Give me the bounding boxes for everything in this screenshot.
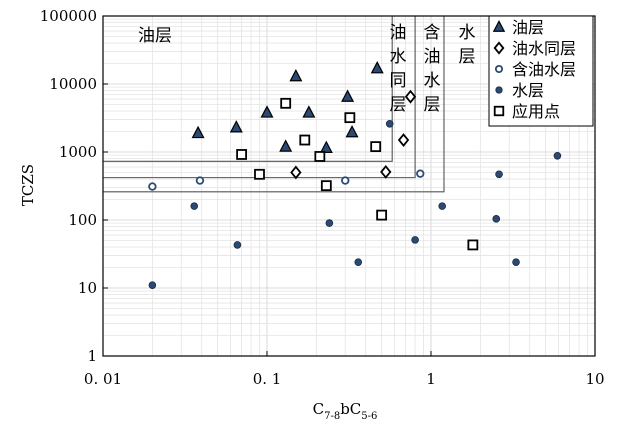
point-triangle-9 bbox=[370, 61, 384, 74]
point-dot-7 bbox=[438, 202, 446, 210]
point-ring-2 bbox=[341, 176, 350, 185]
point-dot-5 bbox=[385, 119, 394, 128]
legend-marker-square bbox=[493, 105, 505, 117]
x-tick-label: 0. 1 bbox=[253, 370, 282, 388]
point-triangle-2 bbox=[260, 105, 274, 118]
point-triangle-3 bbox=[279, 139, 293, 152]
data-points bbox=[148, 61, 562, 289]
point-square-2 bbox=[280, 97, 292, 109]
legend-label: 含油水层 bbox=[512, 60, 576, 79]
point-square-4 bbox=[314, 151, 326, 162]
point-square-8 bbox=[376, 209, 388, 221]
zone-label-water: 水层 bbox=[459, 23, 476, 67]
axis-ticks: 0. 01 0. 1 1 10 1 10 100 1000 10000 100000 bbox=[40, 7, 605, 388]
point-triangle-8 bbox=[345, 124, 359, 138]
point-ring-3 bbox=[416, 169, 425, 178]
point-dot-8 bbox=[492, 215, 501, 223]
zone-boundaries bbox=[103, 16, 445, 193]
point-dot-3 bbox=[325, 219, 334, 227]
grid-lines bbox=[103, 16, 595, 356]
x-axis-title: C7-8bC5-6 bbox=[313, 400, 378, 422]
y-tick-label: 100 bbox=[68, 211, 97, 229]
point-dot-9 bbox=[495, 170, 503, 179]
legend-marker-triangle bbox=[492, 20, 506, 32]
zone-boundary-1 bbox=[103, 16, 416, 179]
legend-label: 油水同层 bbox=[512, 39, 576, 58]
y-tick-label: 10000 bbox=[49, 75, 97, 93]
point-triangle-5 bbox=[302, 105, 316, 118]
y-axis-title: TCZS bbox=[19, 164, 37, 206]
point-dot-11 bbox=[553, 151, 562, 160]
zone-boundary-2 bbox=[103, 16, 445, 193]
point-ring-0 bbox=[148, 182, 157, 191]
y-tick-label: 100000 bbox=[40, 7, 97, 25]
point-triangle-7 bbox=[341, 89, 355, 102]
x-tick-label: 0. 01 bbox=[84, 370, 122, 388]
legend-label: 水层 bbox=[512, 81, 544, 100]
point-square-7 bbox=[370, 141, 382, 153]
legend-label: 应用点 bbox=[512, 102, 560, 121]
legend-marker-diamond bbox=[493, 41, 505, 55]
point-triangle-6 bbox=[319, 140, 333, 153]
y-tick-label: 1 bbox=[87, 347, 97, 365]
point-dot-0 bbox=[148, 281, 157, 289]
zone-label-oil-water: 油水同层 bbox=[390, 23, 407, 115]
point-ring-1 bbox=[195, 176, 205, 185]
legend-marker-ring bbox=[494, 64, 504, 74]
y-tick-label: 10 bbox=[78, 279, 97, 297]
y-tick-label: 1000 bbox=[59, 143, 97, 161]
point-triangle-1 bbox=[229, 120, 243, 133]
point-square-1 bbox=[254, 168, 265, 180]
point-square-6 bbox=[344, 112, 356, 124]
x-tick-label: 10 bbox=[585, 370, 604, 388]
point-triangle-0 bbox=[191, 125, 205, 139]
point-diamond-2 bbox=[397, 133, 410, 147]
point-square-9 bbox=[467, 239, 479, 251]
point-square-3 bbox=[299, 134, 311, 146]
point-dot-10 bbox=[512, 258, 520, 266]
zone-label-oil-bearing-water: 含油水层 bbox=[424, 23, 441, 115]
point-square-0 bbox=[236, 149, 247, 160]
legend-marker-dot bbox=[495, 86, 503, 94]
legend-box bbox=[488, 15, 594, 127]
point-triangle-4 bbox=[289, 68, 303, 82]
legend-label: 油层 bbox=[512, 18, 544, 37]
point-diamond-3 bbox=[404, 89, 417, 104]
point-diamond-0 bbox=[290, 165, 302, 180]
point-dot-4 bbox=[354, 258, 363, 266]
x-tick-label: 1 bbox=[426, 370, 436, 388]
point-dot-1 bbox=[190, 202, 199, 210]
zone-label-oil: 油层 bbox=[138, 26, 172, 46]
zone-boundary-0 bbox=[103, 16, 393, 162]
point-diamond-1 bbox=[380, 164, 392, 179]
point-dot-2 bbox=[233, 241, 242, 249]
plot-frame bbox=[102, 15, 596, 357]
point-square-5 bbox=[320, 180, 332, 192]
point-dot-6 bbox=[411, 236, 419, 244]
